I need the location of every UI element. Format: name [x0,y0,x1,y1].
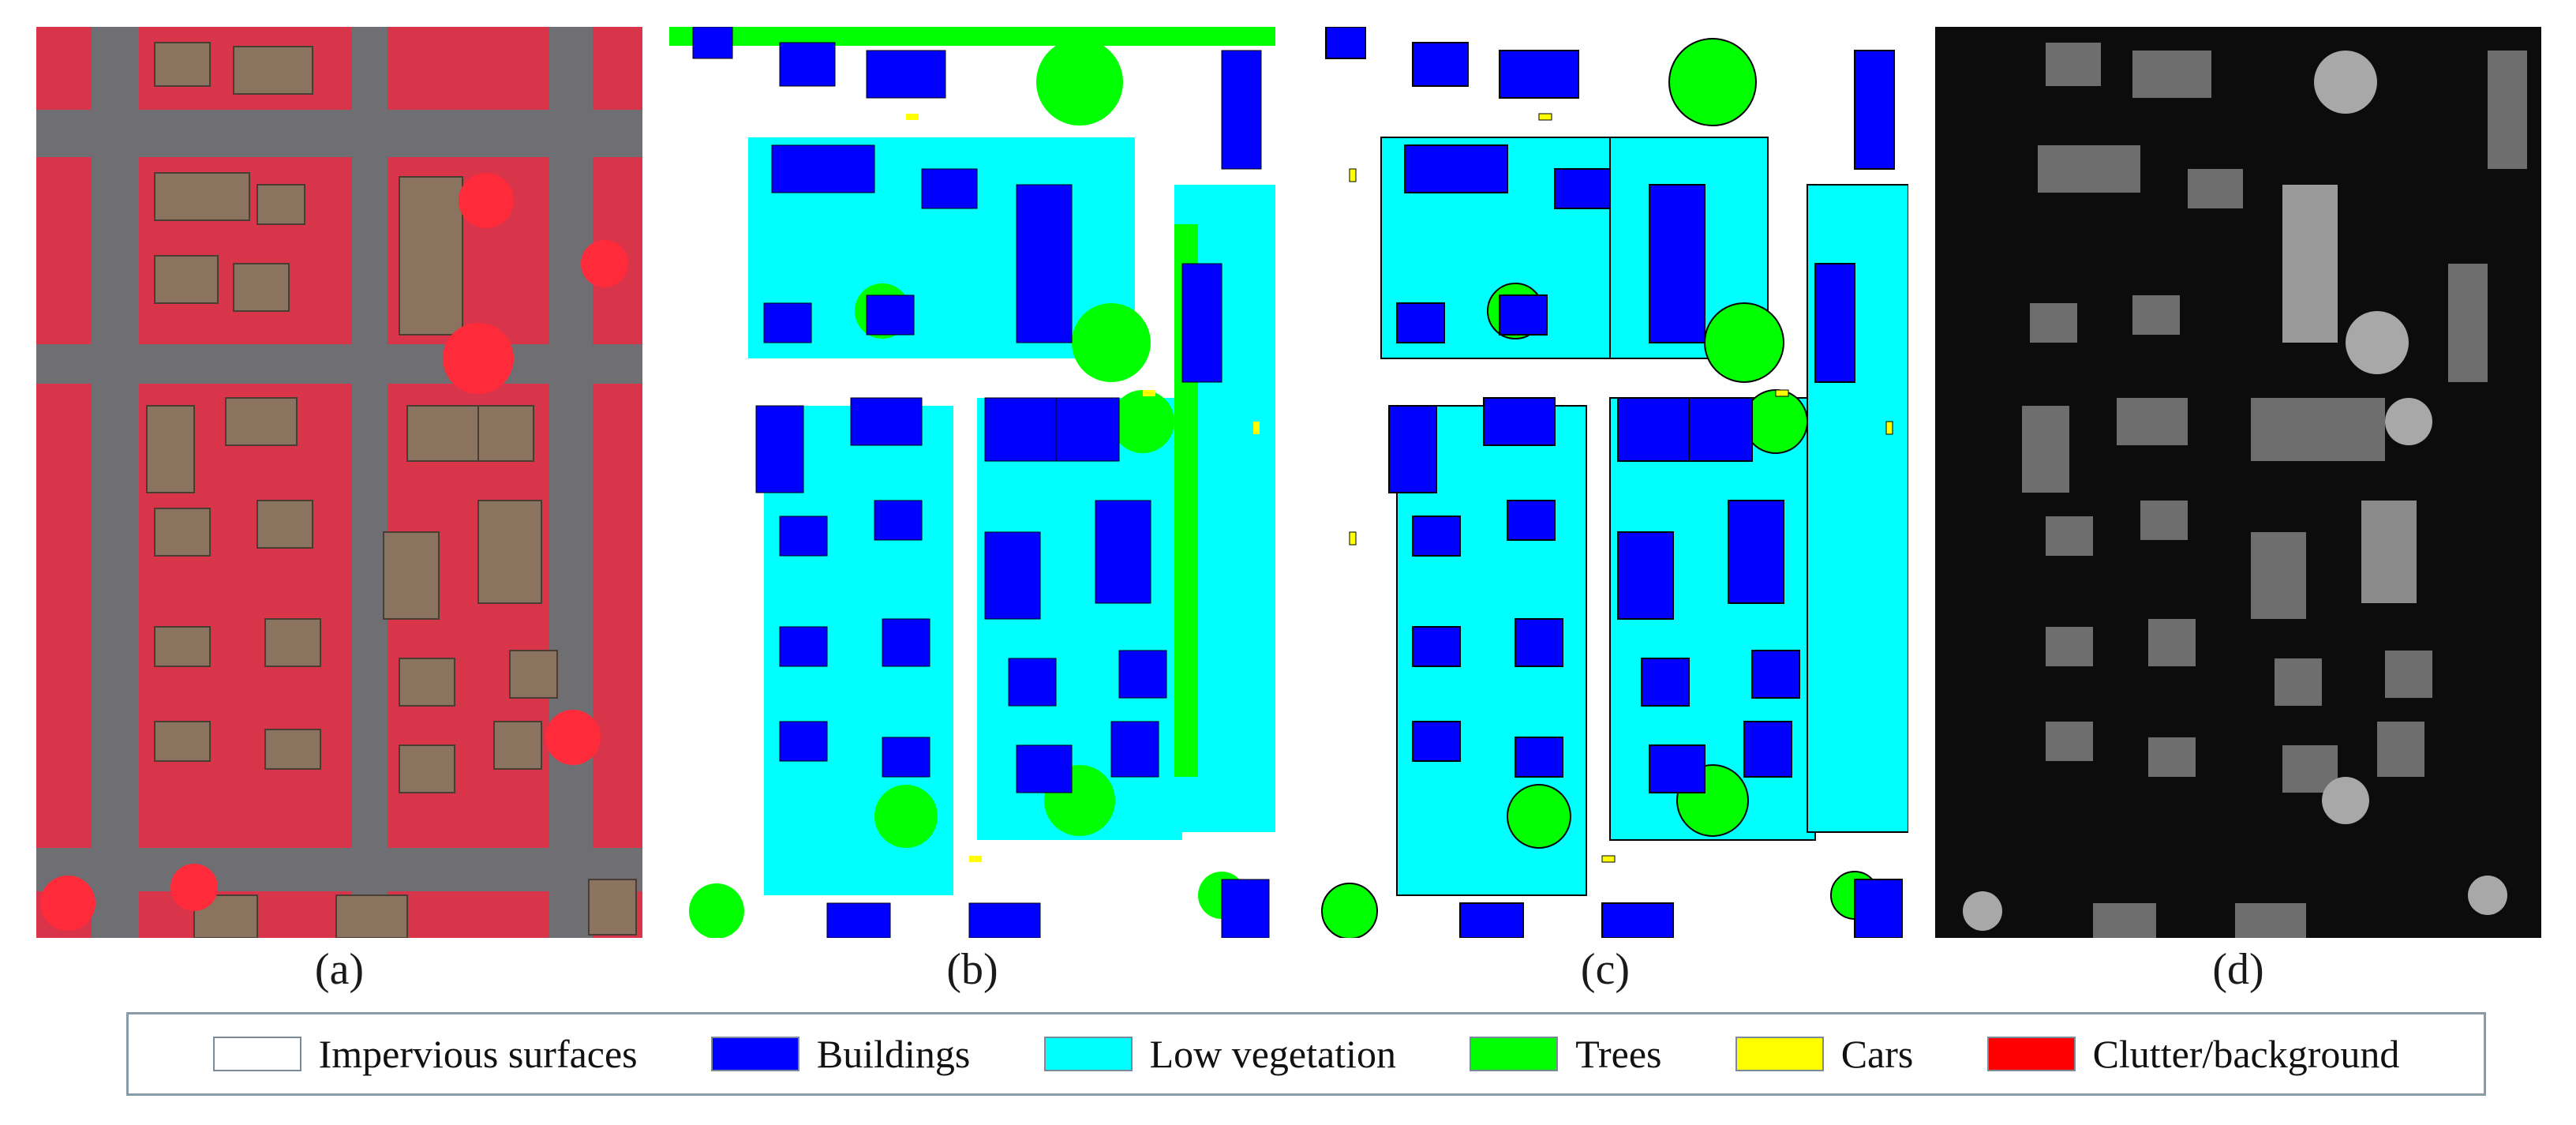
legend-swatch [710,1037,799,1071]
legend-label: Clutter/background [2092,1032,2400,1076]
legend-swatch [1470,1037,1559,1071]
legend-item-low-vegetation: Low vegetation [1043,1031,1396,1077]
legend-swatch [1043,1037,1133,1071]
legend-item-impervious-surfaces: Impervious surfaces [212,1031,638,1077]
caption-a: (a) [314,945,365,994]
class-legend: Impervious surfaces Buildings Low vegeta… [126,1012,2486,1096]
legend-label: Low vegetation [1149,1032,1396,1076]
legend-item-buildings: Buildings [710,1031,971,1077]
legend-label: Cars [1840,1032,1914,1076]
legend-label: Buildings [816,1032,971,1076]
legend-label: Impervious surfaces [318,1032,638,1076]
prediction-panel [1302,27,1908,938]
ground-truth-panel [669,27,1275,938]
legend-swatch [1986,1037,2076,1071]
height-map-panel [1935,27,2541,938]
aerial-image [36,27,642,938]
legend-label: Trees [1575,1032,1662,1076]
legend-item-trees: Trees [1470,1031,1661,1077]
legend-swatch [212,1037,301,1071]
legend-item-clutter-background: Clutter/background [1986,1031,2400,1077]
height-map [1935,27,2541,938]
prediction-map [1302,27,1908,938]
legend-swatch [1735,1037,1824,1071]
legend-item-cars: Cars [1735,1031,1914,1077]
ground-truth-map [669,27,1275,938]
caption-c: (c) [1580,945,1631,994]
caption-d: (d) [2212,945,2264,994]
aerial-image-panel [36,27,642,938]
caption-b: (b) [946,945,998,994]
